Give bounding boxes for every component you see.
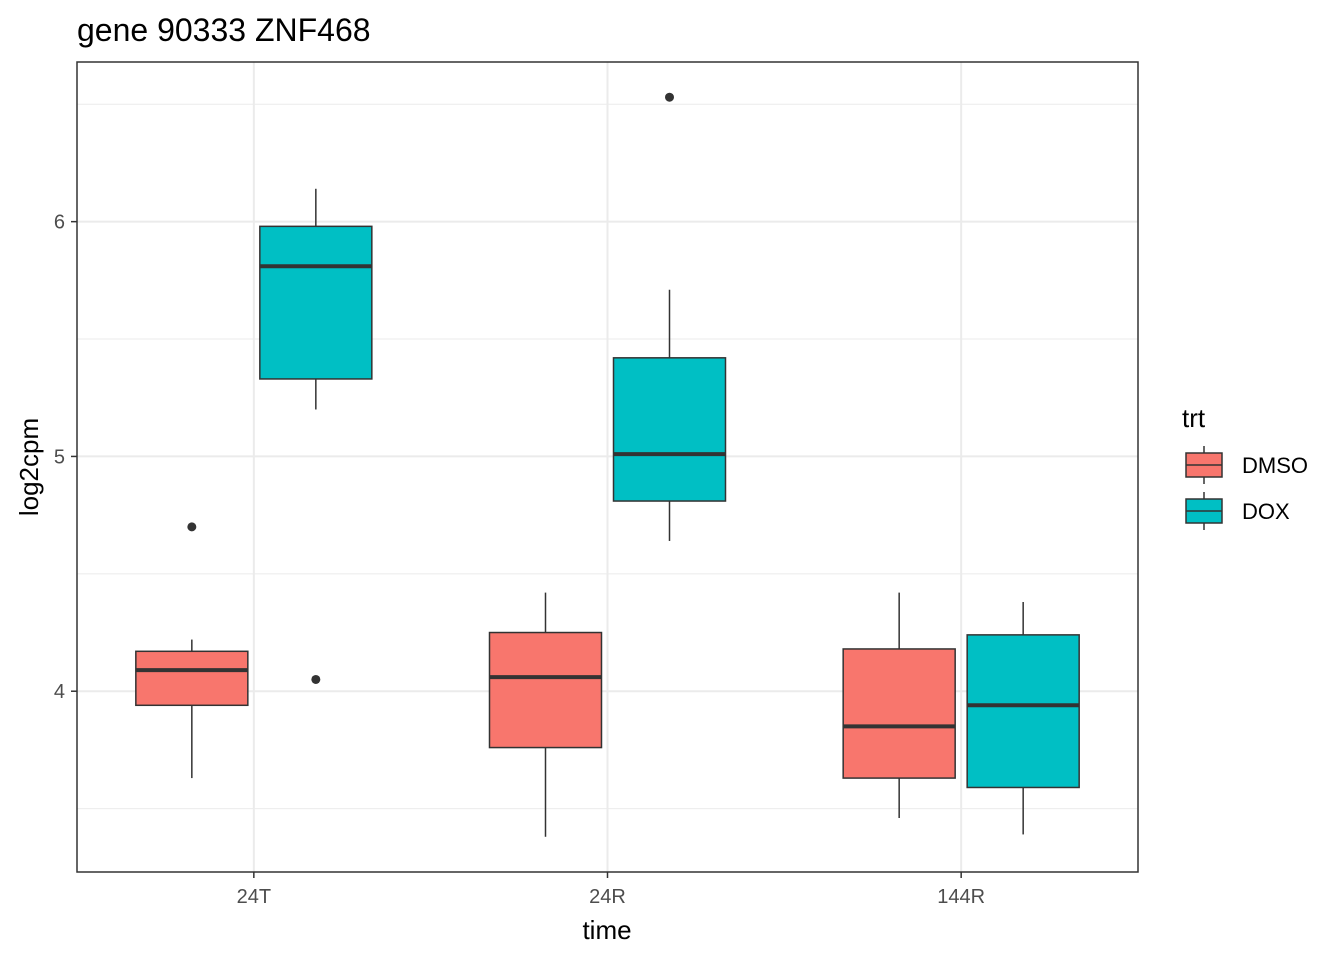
outlier-point [187,522,197,532]
box-dox-24t [259,188,373,684]
box-dox-144r [966,602,1080,835]
legend-item-dox: DOX [1185,492,1290,530]
box-dmso-144r [842,592,956,818]
box-iqr [612,357,727,502]
box-dmso-24r [488,592,603,837]
grid-layer [77,62,1138,872]
box-iqr [842,648,956,779]
y-tick-label: 5 [54,446,65,468]
y-axis-title: log2cpm [14,418,44,516]
chart-title: gene 90333 ZNF468 [77,12,371,48]
box-iqr [488,631,603,749]
box-dmso-24t [135,522,249,779]
y-tick-label: 4 [54,681,65,703]
x-axis-title: time [582,915,631,945]
box-layer [135,92,1080,837]
y-tick-label: 6 [54,212,65,234]
box-dox-24r [612,92,727,541]
legend: trt DMSO DOX [1182,403,1308,530]
legend-title: trt [1182,403,1206,433]
outlier-point [665,92,674,102]
x-tick-label: 24R [589,886,626,908]
box-iqr [259,225,373,380]
x-tick-label: 144R [937,886,985,908]
legend-label: DOX [1242,499,1290,524]
box-iqr [135,650,249,707]
box-iqr [966,634,1080,789]
legend-label: DMSO [1242,453,1308,478]
x-tick-label: 24T [237,886,271,908]
outlier-point [311,674,321,684]
legend-item-dmso: DMSO [1185,446,1308,484]
tick-layer: 4 5 6 24T 24R 144R [54,212,985,908]
